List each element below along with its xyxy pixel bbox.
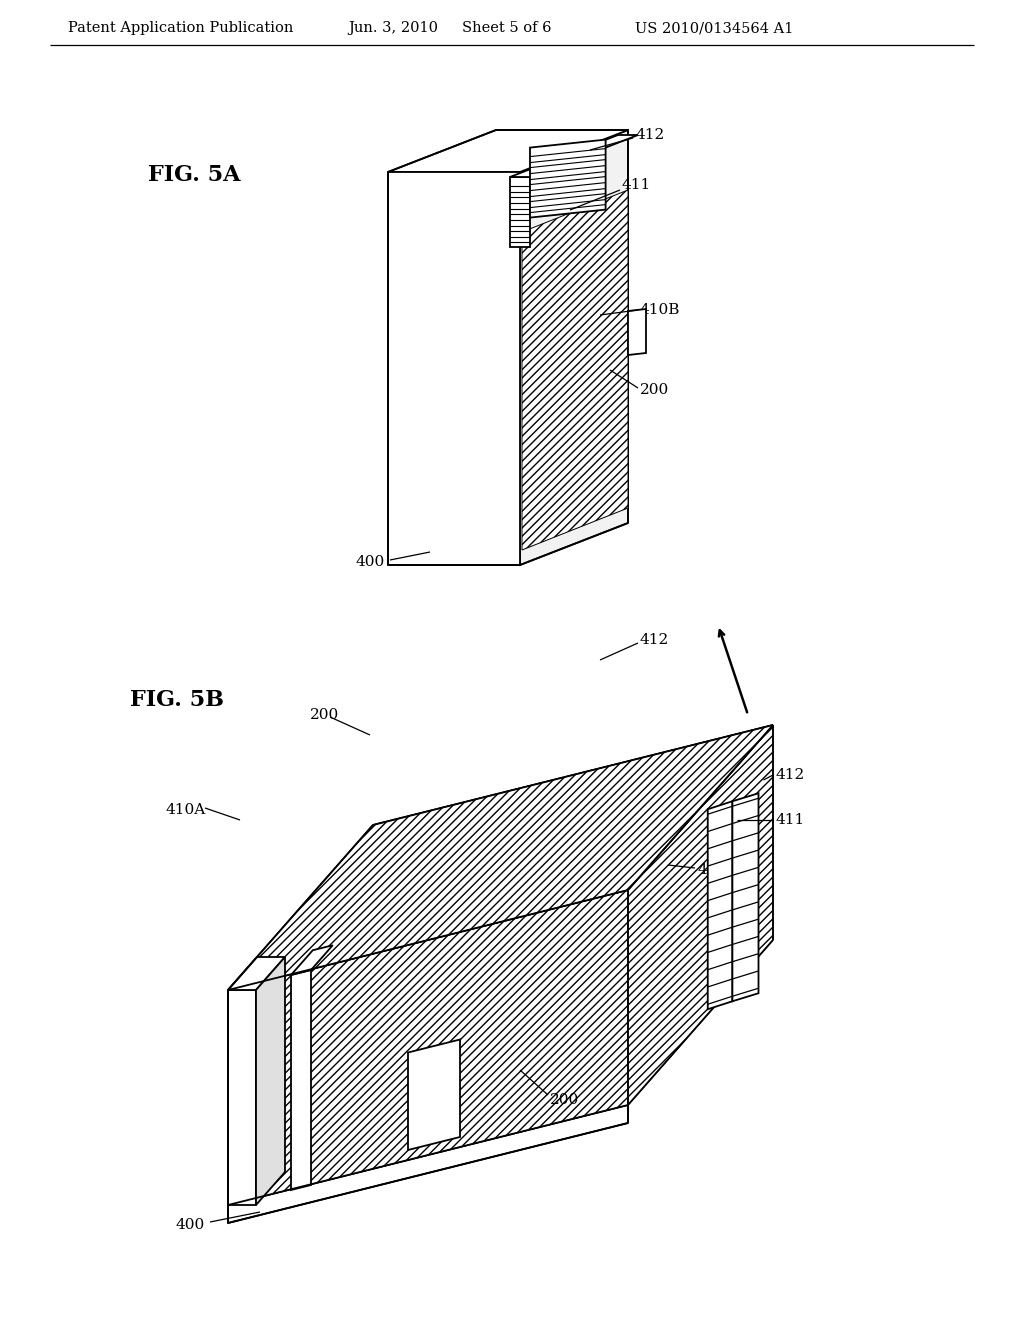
Text: Jun. 3, 2010: Jun. 3, 2010: [348, 21, 438, 36]
Polygon shape: [628, 725, 773, 1105]
Polygon shape: [628, 309, 646, 355]
Text: 412: 412: [635, 128, 665, 143]
Text: FIG. 5A: FIG. 5A: [148, 164, 241, 186]
Polygon shape: [291, 970, 311, 1191]
Text: 400: 400: [355, 554, 384, 569]
Text: 410B: 410B: [698, 863, 738, 876]
Polygon shape: [228, 990, 256, 1205]
Text: Sheet 5 of 6: Sheet 5 of 6: [462, 21, 552, 36]
Polygon shape: [520, 129, 628, 565]
Polygon shape: [228, 725, 773, 990]
Polygon shape: [408, 1040, 460, 1150]
Text: 200: 200: [550, 1093, 580, 1107]
Polygon shape: [228, 957, 285, 990]
Text: 400: 400: [175, 1218, 204, 1232]
Polygon shape: [291, 945, 333, 975]
Text: 411: 411: [775, 813, 804, 828]
Text: 200: 200: [640, 383, 670, 397]
Polygon shape: [228, 940, 773, 1205]
Polygon shape: [228, 725, 773, 990]
Polygon shape: [510, 135, 638, 177]
Text: 410B: 410B: [640, 304, 680, 317]
Text: 410A: 410A: [165, 803, 205, 817]
Text: 412: 412: [775, 768, 804, 781]
Text: Patent Application Publication: Patent Application Publication: [68, 21, 293, 36]
Text: FIG. 5B: FIG. 5B: [130, 689, 224, 711]
Polygon shape: [256, 957, 285, 1205]
Polygon shape: [708, 801, 732, 1010]
Polygon shape: [388, 172, 520, 565]
Polygon shape: [530, 140, 605, 218]
Text: US 2010/0134564 A1: US 2010/0134564 A1: [635, 21, 794, 36]
Polygon shape: [228, 1105, 628, 1224]
Polygon shape: [228, 890, 628, 1205]
Text: 412: 412: [640, 634, 670, 647]
Text: 200: 200: [310, 708, 339, 722]
Text: 411: 411: [622, 178, 651, 191]
Polygon shape: [522, 190, 628, 550]
Polygon shape: [388, 129, 628, 172]
Polygon shape: [510, 177, 530, 247]
Polygon shape: [732, 793, 759, 1002]
